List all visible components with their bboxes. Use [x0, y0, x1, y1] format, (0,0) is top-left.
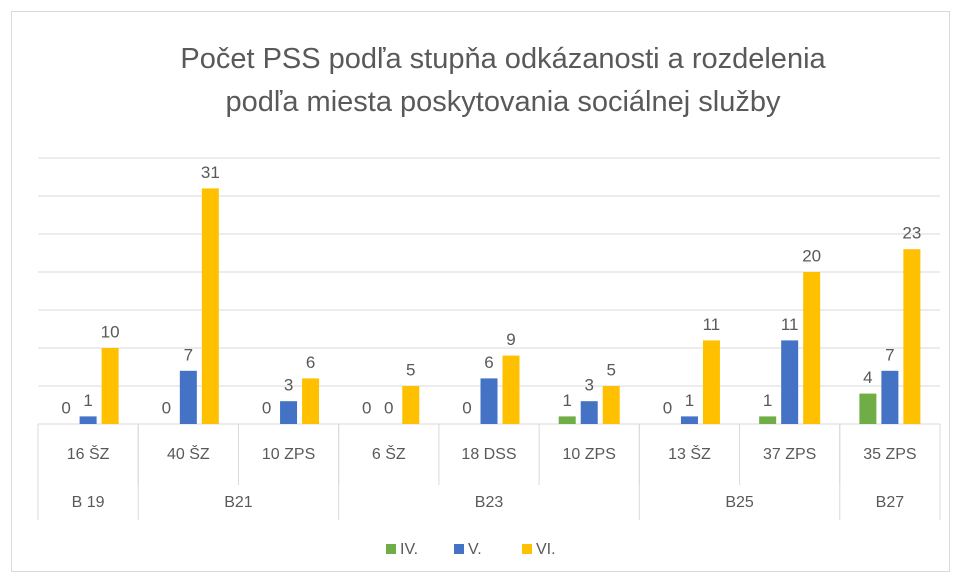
data-label: 10	[101, 322, 120, 341]
data-label: 11	[781, 315, 799, 334]
legend-label: VI.	[536, 541, 556, 558]
group-label: B21	[224, 494, 253, 511]
data-label: 1	[763, 391, 772, 410]
data-label: 0	[61, 398, 70, 417]
data-label: 1	[562, 391, 571, 410]
data-label: 0	[362, 398, 371, 417]
data-label: 5	[406, 360, 415, 379]
x-tick-label: 6 ŠZ	[372, 444, 406, 463]
chart-title: Počet PSS podľa stupňa odkázanosti a roz…	[180, 43, 826, 118]
data-label: 7	[184, 345, 193, 364]
data-label: 7	[885, 345, 894, 364]
legend-label: IV.	[400, 541, 418, 558]
data-label: 0	[663, 398, 672, 417]
x-tick-label: 13 ŠZ	[668, 444, 711, 463]
bar	[859, 393, 877, 424]
data-label: 0	[384, 398, 393, 417]
x-tick-label: 10 ZPS	[563, 446, 616, 463]
bar	[680, 416, 698, 424]
x-tick-label: 10 ZPS	[262, 446, 315, 463]
bar	[280, 401, 298, 424]
bar	[79, 416, 97, 424]
bar	[179, 370, 197, 424]
legend-label: V.	[468, 541, 482, 558]
x-tick-label: 18 DSS	[461, 446, 516, 463]
bar	[702, 340, 720, 424]
data-label: 6	[306, 353, 315, 372]
bar	[602, 386, 620, 424]
data-label: 3	[584, 376, 593, 395]
legend-swatch	[522, 544, 532, 554]
bar	[201, 188, 219, 424]
data-label: 1	[83, 391, 92, 410]
bar	[759, 416, 777, 424]
data-label: 4	[863, 368, 872, 387]
data-label: 5	[606, 360, 615, 379]
bar	[781, 340, 799, 424]
bar	[580, 401, 598, 424]
data-label: 20	[802, 246, 821, 265]
x-tick-label: 40 ŠZ	[167, 444, 210, 463]
data-label: 1	[685, 391, 694, 410]
group-label: B 19	[72, 494, 105, 511]
legend-swatch	[454, 544, 464, 554]
data-label: 6	[484, 353, 493, 372]
chart-frame	[11, 11, 950, 572]
data-label: 23	[902, 224, 921, 243]
group-label: B23	[475, 494, 504, 511]
group-label: B27	[876, 494, 905, 511]
data-label: 0	[162, 398, 171, 417]
bar	[101, 348, 119, 424]
bar	[803, 272, 821, 424]
data-label: 31	[201, 163, 220, 182]
data-label: 3	[284, 376, 293, 395]
bar	[558, 416, 576, 424]
bar	[480, 378, 498, 424]
data-label: 11	[703, 315, 721, 334]
bar	[881, 370, 899, 424]
x-tick-label: 37 ZPS	[763, 446, 816, 463]
x-tick-label: 35 ZPS	[863, 446, 916, 463]
data-label: 0	[462, 398, 471, 417]
bar	[302, 378, 320, 424]
bar	[402, 386, 420, 424]
group-label: B25	[725, 494, 754, 511]
x-tick-label: 16 ŠZ	[67, 444, 110, 463]
data-label: 9	[506, 330, 515, 349]
legend-swatch	[386, 544, 396, 554]
bar	[903, 249, 921, 424]
bar	[502, 355, 520, 424]
data-label: 0	[262, 398, 271, 417]
